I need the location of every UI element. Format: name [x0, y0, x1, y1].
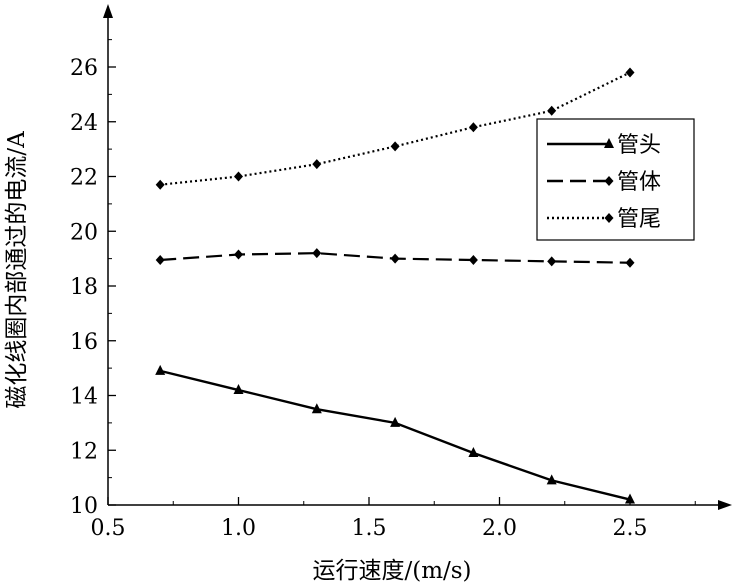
y-tick-label: 16: [70, 330, 98, 355]
data-point-marker: [547, 105, 557, 116]
data-point-marker: [468, 446, 479, 457]
y-tick-label: 14: [70, 385, 98, 410]
x-axis-title: 运行速度/(m/s): [312, 558, 471, 584]
y-tick-label: 20: [70, 220, 98, 245]
data-point-marker: [468, 122, 478, 133]
x-tick-label: 1.5: [352, 516, 387, 541]
data-point-marker: [546, 474, 557, 485]
data-point-marker: [233, 384, 244, 395]
data-point-marker: [625, 67, 635, 78]
data-point-marker: [547, 256, 557, 267]
data-point-marker: [155, 179, 165, 190]
y-tick-label: 10: [70, 494, 98, 519]
y-axis-ticks: 10 12 14 16 18 20 22 24 26: [70, 39, 116, 519]
x-tick-label: 2.0: [482, 516, 517, 541]
y-axis-title: 磁化线圈内部通过的电流/A: [4, 131, 30, 409]
series-2: [155, 248, 635, 268]
legend-label: 管体: [617, 170, 661, 195]
series-3: [155, 67, 635, 190]
data-point-marker: [390, 141, 400, 152]
data-point-marker: [155, 254, 165, 265]
y-tick-label: 12: [70, 439, 98, 464]
legend-box: [536, 118, 695, 241]
x-tick-label: 0.5: [91, 516, 126, 541]
x-tick-label: 2.5: [613, 516, 648, 541]
data-point-marker: [234, 171, 243, 182]
data-point-marker: [311, 403, 322, 414]
legend-label: 管尾: [617, 207, 661, 232]
data-point-marker: [468, 254, 478, 265]
y-tick-label: 22: [70, 166, 98, 191]
legend-item: 管体: [547, 170, 661, 195]
y-tick-label: 18: [70, 275, 98, 300]
data-point-marker: [155, 364, 166, 375]
legend-item: 管头: [547, 133, 661, 158]
y-tick-label: 26: [70, 56, 98, 81]
legend-marker: [604, 138, 614, 148]
data-point-marker: [312, 159, 322, 170]
series-layer: [155, 67, 635, 504]
data-point-marker: [234, 249, 243, 260]
y-tick-label: 24: [70, 111, 98, 136]
x-tick-label: 1.0: [221, 516, 256, 541]
data-point-marker: [312, 248, 322, 259]
data-point-marker: [625, 493, 635, 504]
legend-label: 管头: [617, 133, 661, 158]
legend-item: 管尾: [547, 207, 661, 232]
series-line: [159, 369, 631, 501]
data-point-marker: [390, 253, 400, 264]
x-axis-arrow-icon: [718, 500, 732, 510]
data-point-marker: [625, 257, 635, 268]
x-axis-ticks: 0.5 1.0 1.5 2.0 2.5: [91, 497, 696, 541]
y-axis-arrow-icon: [103, 4, 113, 18]
series-1: [155, 364, 635, 504]
legend-marker: [604, 213, 614, 223]
data-point-marker: [390, 416, 401, 427]
legend-marker: [604, 176, 614, 186]
